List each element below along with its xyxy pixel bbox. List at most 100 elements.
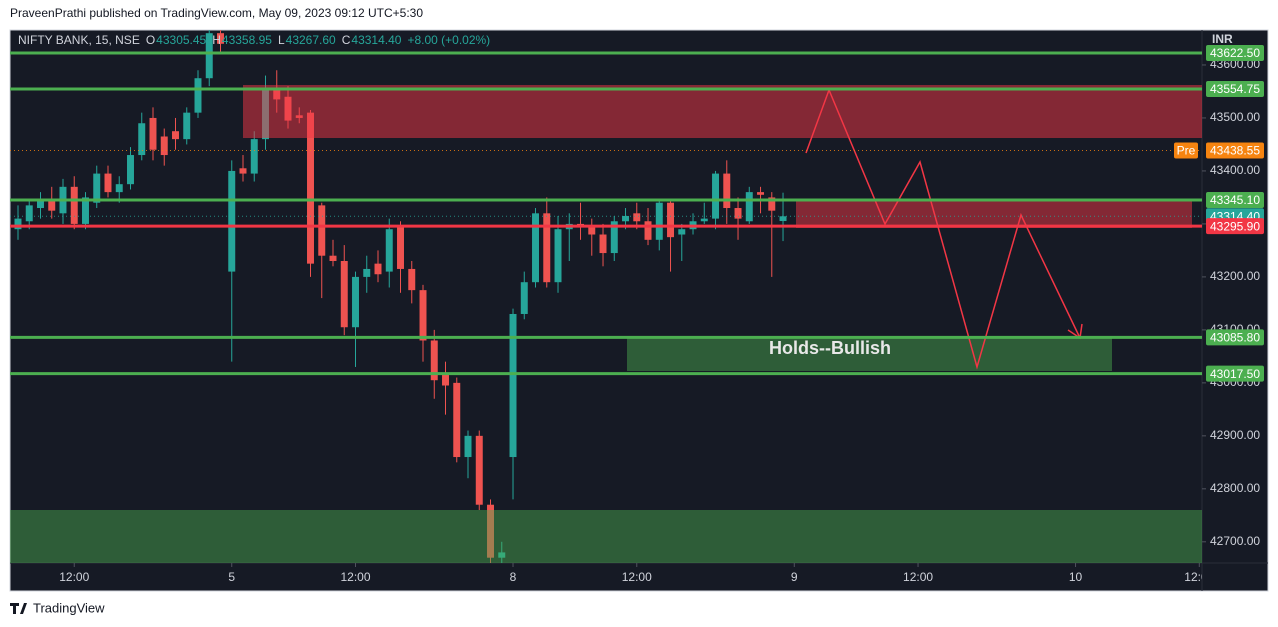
candle-body — [498, 552, 506, 558]
legend: NIFTY BANK, 15, NSE O43305.45 H43358.95 L43… — [18, 33, 490, 47]
x-tick-label: 10 — [1069, 570, 1083, 584]
level-label: 43622.50 — [1210, 46, 1260, 60]
candle-body — [14, 218, 22, 230]
candle-body — [149, 117, 157, 150]
level-label: 43345.10 — [1210, 193, 1260, 207]
candle-body — [745, 192, 753, 222]
candle-body — [588, 226, 596, 235]
x-tick-label: 12:00 — [622, 570, 652, 584]
candle-body — [239, 168, 247, 174]
x-tick-label: 8 — [510, 570, 517, 584]
x-tick-label: 5 — [228, 570, 235, 584]
candle-body — [340, 261, 348, 328]
bullish-zone — [627, 338, 1112, 371]
candle-body — [70, 186, 78, 224]
legend-key: O — [146, 33, 155, 47]
legend-key: C — [342, 33, 351, 47]
legend-key: L — [278, 33, 285, 47]
candle-body — [655, 202, 663, 240]
level-label: 43438.55 — [1210, 144, 1260, 158]
candle-body — [723, 173, 731, 209]
candle-body — [644, 221, 652, 240]
level-label-box — [1206, 45, 1264, 62]
demand-zone — [10, 510, 1202, 563]
candle-body — [115, 184, 123, 193]
candle-body — [453, 382, 461, 458]
level-tag: Pre — [1177, 144, 1196, 158]
candle-body — [104, 173, 112, 193]
candle-body — [307, 112, 314, 264]
drawings: Holds--Bullish — [10, 85, 1202, 563]
legend-symbol: NIFTY BANK, 15, NSE — [18, 33, 140, 47]
candle-body — [610, 221, 618, 254]
candle-body — [712, 173, 720, 219]
candle-body — [408, 268, 416, 291]
candle-body — [318, 205, 326, 256]
x-tick-label: 12:00 — [59, 570, 89, 584]
candle-body — [329, 255, 337, 262]
y-tick-label: 42900.00 — [1210, 428, 1260, 442]
y-tick-label: 43200.00 — [1210, 269, 1260, 283]
candle-body — [397, 226, 404, 269]
x-tick-label: 12:00 — [340, 570, 370, 584]
legend-value: 43358.95 — [222, 33, 272, 47]
candle-body — [194, 78, 202, 113]
candle-body — [442, 374, 449, 386]
legend-value: 43314.40 — [351, 33, 401, 47]
candle-body — [667, 202, 675, 238]
candle-body — [374, 263, 382, 275]
candle-body — [622, 215, 630, 222]
candle-body — [352, 276, 359, 328]
level-label-box — [1206, 80, 1264, 97]
candle-body — [93, 173, 101, 203]
candle-body — [678, 229, 686, 235]
time-axis: 12:00 5 12:00 8 12:00 9 12:00 10 12:00 — [59, 563, 1214, 584]
candle-body — [385, 229, 393, 272]
candle-body — [599, 234, 607, 254]
candle-body — [768, 197, 776, 211]
candle-body — [183, 112, 191, 140]
legend-value: 43267.60 — [286, 33, 336, 47]
candle-body — [160, 136, 168, 156]
y-tick-label: 42800.00 — [1210, 481, 1260, 495]
level-label: 43554.75 — [1210, 82, 1260, 96]
candle-body — [475, 435, 483, 505]
x-tick-label: 12:00 — [1184, 570, 1214, 584]
candle-body — [532, 213, 540, 283]
level-label-box — [1206, 329, 1264, 346]
x-tick-label: 12:00 — [903, 570, 933, 584]
candle-body — [509, 313, 517, 458]
legend-change: +8.00 (+0.02%) — [407, 33, 490, 47]
level-label: 43085.80 — [1210, 331, 1260, 345]
candle-body — [487, 504, 495, 558]
currency: INR — [1212, 32, 1233, 46]
candle-body — [48, 200, 56, 211]
candle-body — [464, 435, 472, 458]
candle-body — [543, 213, 551, 283]
legend-key: H — [212, 33, 221, 47]
y-tick-label: 43400.00 — [1210, 163, 1260, 177]
candle-body — [250, 139, 258, 174]
footer: TradingView — [33, 600, 105, 615]
candle-body — [779, 216, 787, 222]
zone-annotation: Holds--Bullish — [769, 338, 891, 358]
candle-body — [419, 290, 427, 341]
candle-body — [228, 170, 236, 272]
candle-body — [82, 197, 89, 224]
level-label-box — [1206, 192, 1264, 209]
supply-zone — [796, 200, 1192, 228]
candle-body — [700, 218, 708, 222]
resistance-zone — [243, 85, 1202, 138]
level-label-box — [1206, 218, 1264, 235]
candle-body — [172, 131, 179, 140]
y-tick-label: 43500.00 — [1210, 110, 1260, 124]
candle-body — [757, 192, 765, 195]
level-label-box — [1206, 365, 1264, 382]
candle-body — [633, 213, 641, 222]
level-label: 43017.50 — [1210, 367, 1260, 381]
level-tag-box — [1174, 142, 1198, 159]
candle-body — [205, 33, 213, 79]
candle-body — [363, 268, 371, 277]
candle-body — [138, 123, 146, 156]
